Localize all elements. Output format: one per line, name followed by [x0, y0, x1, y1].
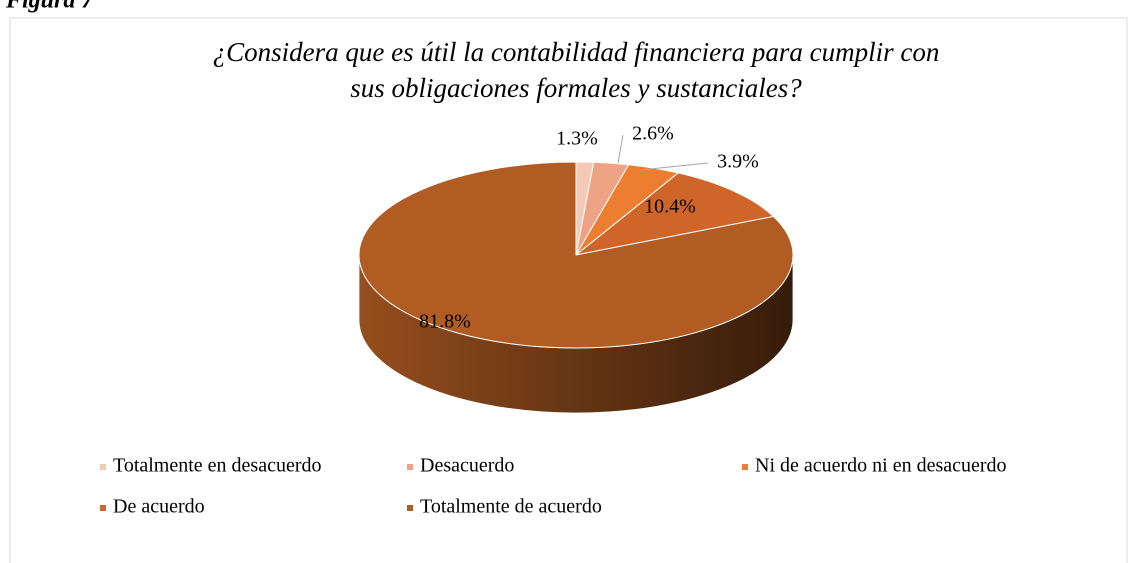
data-label: 81.8%	[419, 311, 471, 333]
legend-label: Totalmente en desacuerdo	[113, 455, 322, 477]
legend-swatch	[100, 464, 106, 470]
legend-swatch	[407, 505, 413, 511]
data-label: 1.3%	[556, 128, 598, 150]
leader-line	[617, 134, 624, 164]
data-label: 2.6%	[632, 123, 674, 145]
chart-title: ¿Considera que es útil la contabilidad f…	[213, 37, 940, 67]
legend-label: Totalmente de acuerdo	[420, 496, 602, 518]
legend-swatch	[100, 505, 106, 511]
figure-label: Figura 7	[5, 0, 94, 14]
legend-label: Desacuerdo	[420, 455, 514, 477]
legend-swatch	[407, 464, 413, 470]
leader-line	[639, 162, 709, 171]
pie-slice	[358, 161, 794, 349]
pie-slice	[575, 172, 775, 256]
legend-label: Ni de acuerdo ni en desacuerdo	[755, 455, 1007, 477]
data-label: 3.9%	[717, 151, 759, 173]
legend-swatch	[742, 464, 748, 470]
chart-title: sus obligaciones formales y sustanciales…	[350, 73, 802, 103]
pie-tops	[358, 161, 794, 349]
data-label: 10.4%	[644, 196, 696, 218]
legend-label: De acuerdo	[113, 496, 205, 518]
